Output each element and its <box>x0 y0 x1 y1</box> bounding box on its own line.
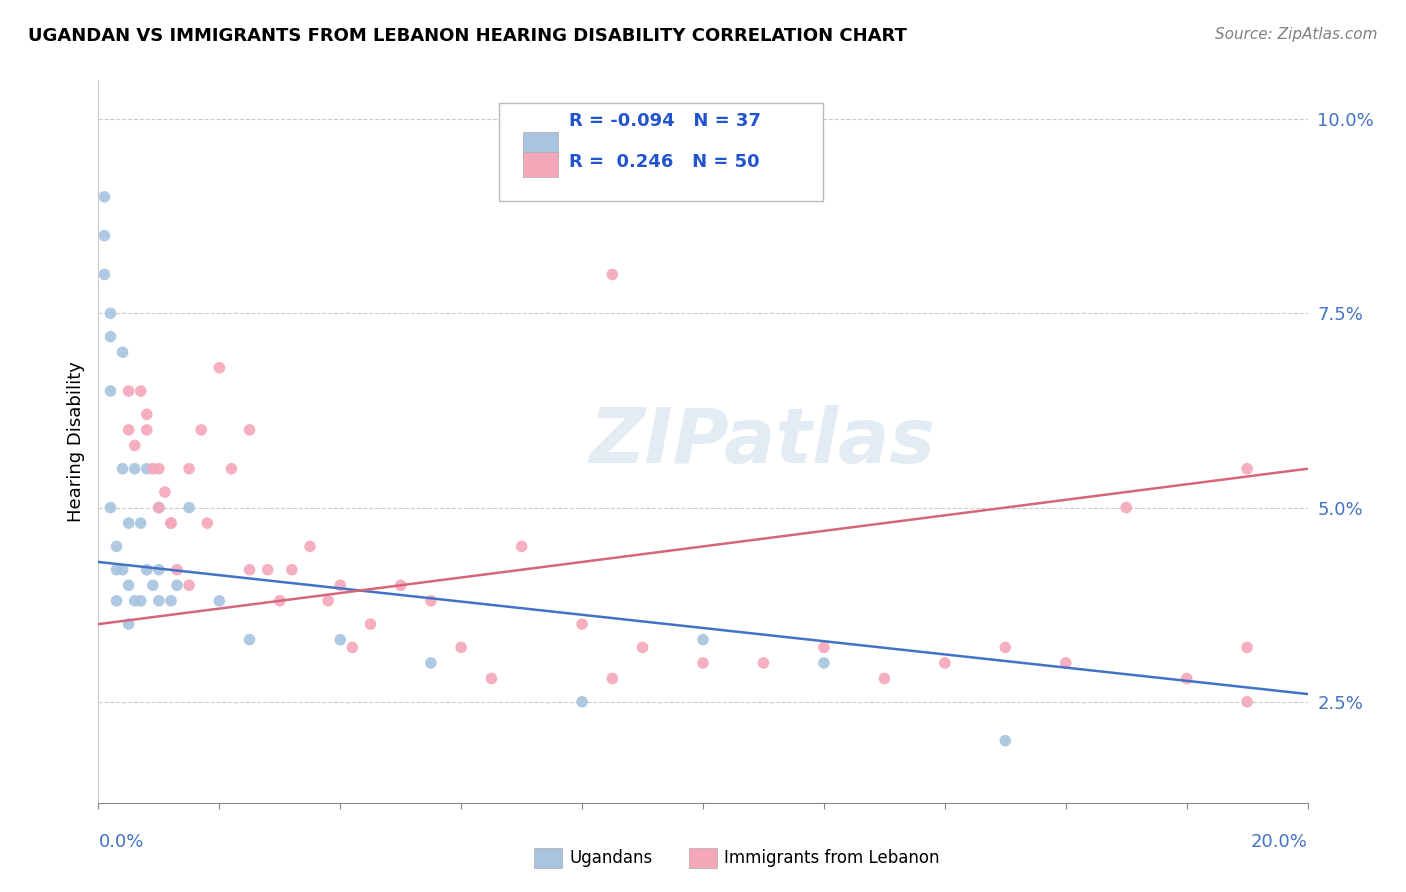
Point <box>208 594 231 608</box>
Point <box>994 733 1017 747</box>
Point <box>124 461 146 475</box>
Point <box>813 656 835 670</box>
Point <box>1115 500 1137 515</box>
Point <box>166 578 188 592</box>
Point <box>299 540 322 554</box>
Point <box>118 516 141 530</box>
Point <box>360 617 382 632</box>
Point <box>148 563 170 577</box>
Point <box>420 656 443 670</box>
Point <box>93 190 115 204</box>
Point <box>510 540 533 554</box>
Point <box>111 345 134 359</box>
Point <box>1236 640 1258 655</box>
Point <box>873 672 896 686</box>
Point <box>571 617 593 632</box>
Y-axis label: Hearing Disability: Hearing Disability <box>66 361 84 522</box>
Point <box>135 408 157 422</box>
Point <box>221 461 243 475</box>
Point <box>239 632 262 647</box>
Point <box>142 461 165 475</box>
Point <box>179 578 201 592</box>
Point <box>239 563 262 577</box>
Point <box>105 540 128 554</box>
Point <box>692 656 714 670</box>
Point <box>135 461 157 475</box>
Point <box>93 228 115 243</box>
Point <box>195 516 218 530</box>
Point <box>93 268 115 282</box>
Text: ZIPatlas: ZIPatlas <box>591 405 936 478</box>
Point <box>420 594 443 608</box>
Point <box>179 461 201 475</box>
Text: Source: ZipAtlas.com: Source: ZipAtlas.com <box>1215 27 1378 42</box>
Point <box>100 384 122 398</box>
Point <box>256 563 278 577</box>
Text: UGANDAN VS IMMIGRANTS FROM LEBANON HEARING DISABILITY CORRELATION CHART: UGANDAN VS IMMIGRANTS FROM LEBANON HEARI… <box>28 27 907 45</box>
Point <box>100 500 122 515</box>
Point <box>111 563 134 577</box>
Point <box>1236 461 1258 475</box>
Point <box>100 306 122 320</box>
Point <box>118 617 141 632</box>
Point <box>118 384 141 398</box>
Text: Immigrants from Lebanon: Immigrants from Lebanon <box>724 849 939 867</box>
Point <box>148 500 170 515</box>
Point <box>105 594 128 608</box>
Point <box>166 563 188 577</box>
Point <box>813 640 835 655</box>
Point <box>160 594 183 608</box>
Point <box>692 632 714 647</box>
Point <box>316 594 339 608</box>
Point <box>752 656 775 670</box>
Point <box>994 640 1017 655</box>
Point <box>129 594 152 608</box>
Point <box>129 384 152 398</box>
Point <box>1236 695 1258 709</box>
Point <box>105 563 128 577</box>
Point <box>179 500 201 515</box>
Text: R = -0.094   N = 37: R = -0.094 N = 37 <box>569 112 761 130</box>
Point <box>571 695 593 709</box>
Text: 20.0%: 20.0% <box>1251 833 1308 851</box>
Point <box>329 632 352 647</box>
Point <box>124 438 146 452</box>
Point <box>129 516 152 530</box>
Point <box>602 672 624 686</box>
Point <box>208 360 231 375</box>
Point <box>281 563 304 577</box>
Point <box>631 640 654 655</box>
Text: Ugandans: Ugandans <box>569 849 652 867</box>
Point <box>148 461 170 475</box>
Point <box>190 423 212 437</box>
Point <box>602 268 624 282</box>
Point <box>329 578 352 592</box>
Point <box>135 423 157 437</box>
Point <box>239 423 262 437</box>
Point <box>160 516 183 530</box>
Point <box>148 500 170 515</box>
Text: 0.0%: 0.0% <box>98 833 143 851</box>
Point <box>389 578 412 592</box>
Text: R =  0.246   N = 50: R = 0.246 N = 50 <box>569 153 761 171</box>
Point <box>135 563 157 577</box>
Point <box>450 640 472 655</box>
Point <box>342 640 364 655</box>
Point <box>124 594 146 608</box>
Point <box>118 578 141 592</box>
Point <box>934 656 956 670</box>
Point <box>111 461 134 475</box>
Point <box>1175 672 1198 686</box>
Point <box>100 329 122 343</box>
Point <box>269 594 291 608</box>
Point <box>148 594 170 608</box>
Point <box>142 578 165 592</box>
Point <box>153 485 176 500</box>
Point <box>481 672 503 686</box>
Point <box>160 516 183 530</box>
Point <box>1054 656 1077 670</box>
Point <box>118 423 141 437</box>
